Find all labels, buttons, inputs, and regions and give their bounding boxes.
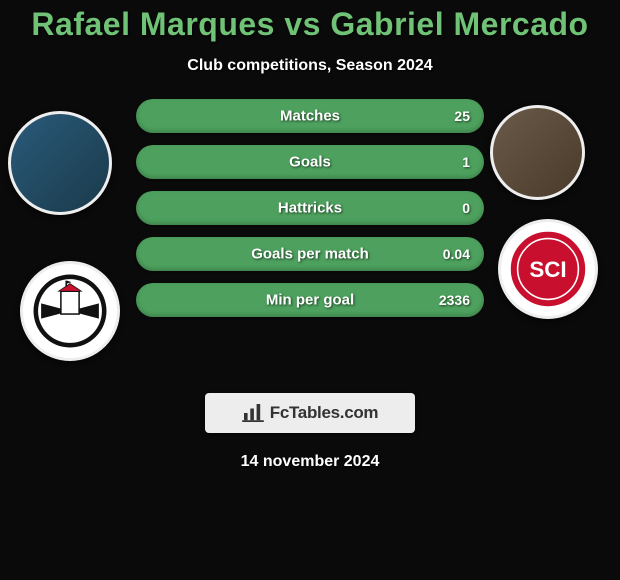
- stat-label: Matches: [280, 108, 340, 125]
- stat-value-right: 2336: [439, 292, 470, 308]
- stat-label: Hattricks: [278, 200, 342, 217]
- stat-label: Goals: [289, 154, 331, 171]
- stat-value-right: 0.04: [443, 246, 470, 262]
- page-title: Rafael Marques vs Gabriel Mercado: [0, 0, 620, 43]
- stat-bar: Min per goal 2336: [136, 283, 484, 317]
- right-club-crest: SCI: [498, 219, 598, 319]
- right-player-avatar: [490, 105, 585, 200]
- internacional-crest-icon: SCI: [508, 229, 588, 309]
- stat-bar: Matches 25: [136, 99, 484, 133]
- subtitle: Club competitions, Season 2024: [0, 57, 620, 75]
- stat-bars: Matches 25 Goals 1 Hattricks 0 Goals per match…: [136, 99, 484, 329]
- stat-value-right: 25: [454, 108, 470, 124]
- svg-text:SCI: SCI: [529, 257, 566, 282]
- stat-bar: Goals 1: [136, 145, 484, 179]
- stat-value-right: 0: [462, 200, 470, 216]
- brand-text: FcTables.com: [270, 403, 379, 423]
- left-club-crest: [20, 261, 120, 361]
- stat-label: Min per goal: [266, 292, 354, 309]
- left-player-avatar: [8, 111, 112, 215]
- vasco-crest-icon: [32, 273, 108, 349]
- brand-badge[interactable]: FcTables.com: [205, 393, 415, 433]
- stat-label: Goals per match: [251, 246, 369, 263]
- date-text: 14 november 2024: [0, 453, 620, 471]
- comparison-panel: SCI Matches 25 Goals 1 Hattricks 0 Goals per m…: [0, 111, 620, 371]
- bar-chart-icon: [242, 404, 264, 422]
- stat-value-right: 1: [462, 154, 470, 170]
- stat-bar: Hattricks 0: [136, 191, 484, 225]
- stat-bar: Goals per match 0.04: [136, 237, 484, 271]
